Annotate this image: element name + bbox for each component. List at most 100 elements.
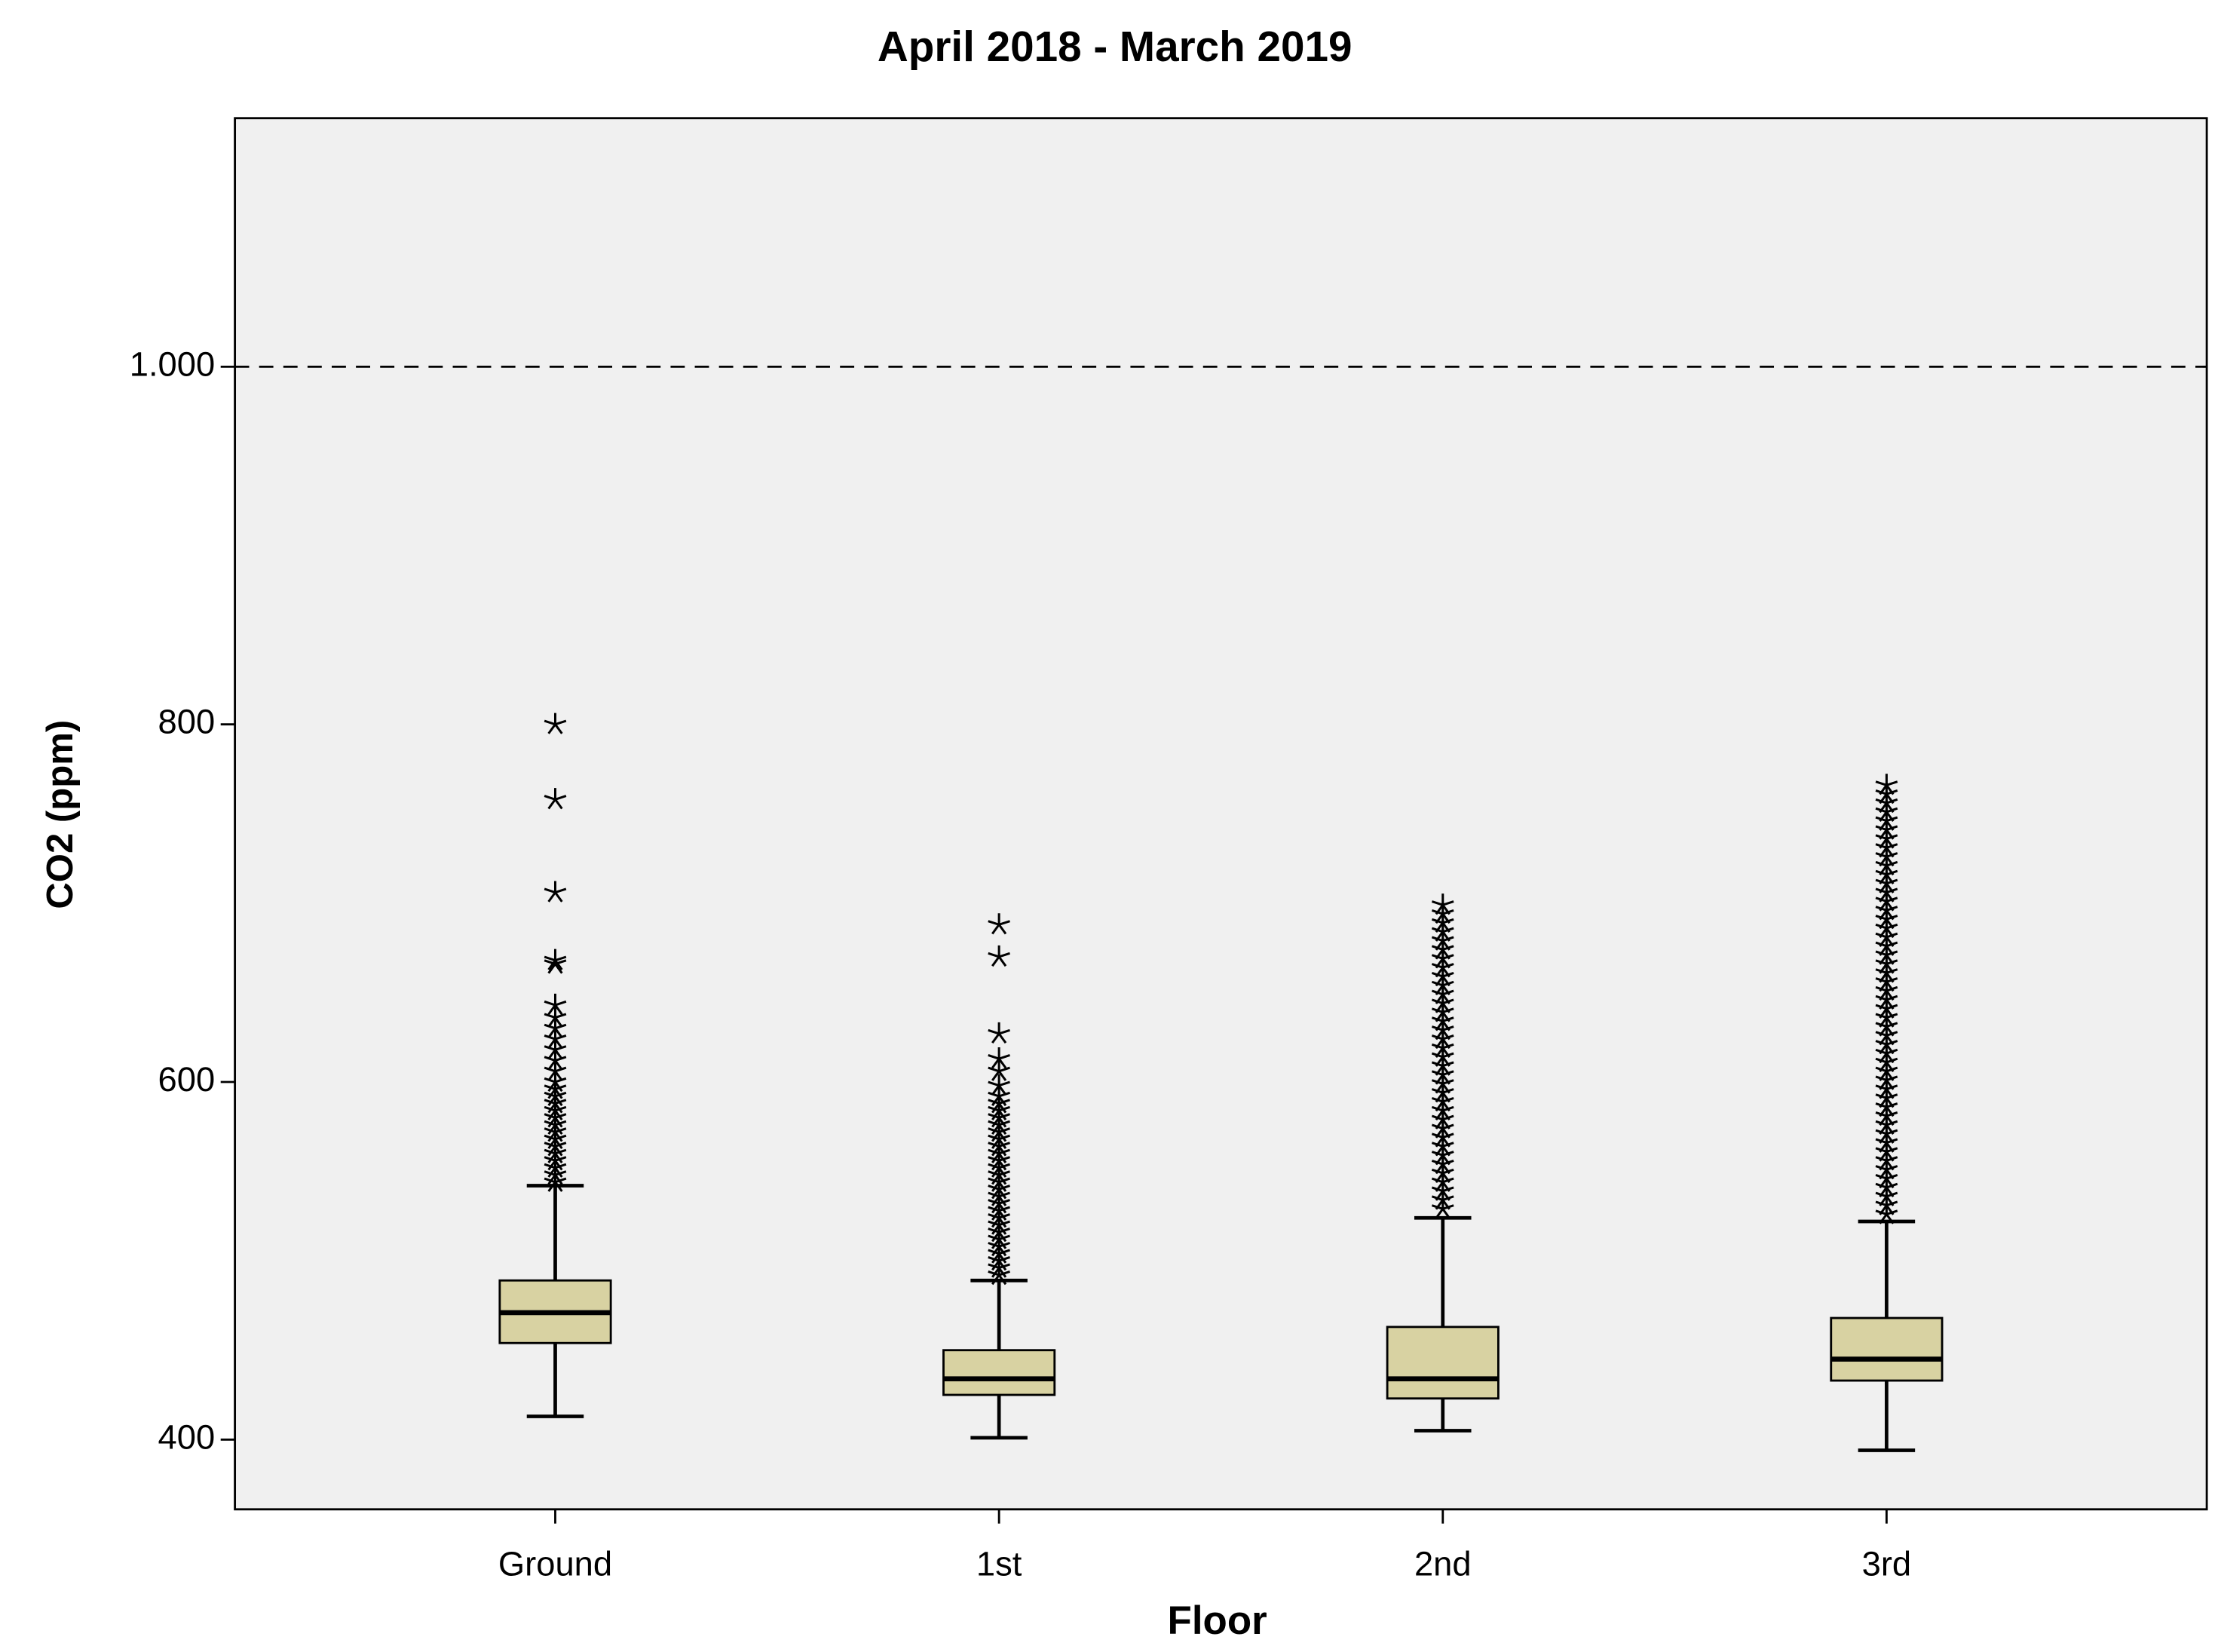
outlier — [988, 1074, 1010, 1096]
outlier — [988, 1249, 1010, 1271]
outlier — [1431, 1117, 1454, 1139]
outlier — [1431, 1161, 1454, 1184]
outlier — [988, 1084, 1010, 1107]
outlier — [1431, 1001, 1454, 1022]
outlier — [988, 1256, 1010, 1278]
outlier — [988, 1163, 1010, 1185]
y-tick-label: 1.000 — [130, 345, 215, 383]
outlier — [1431, 1170, 1454, 1192]
outlier — [1875, 1140, 1898, 1162]
outlier — [544, 1135, 567, 1157]
outlier — [988, 1022, 1010, 1044]
outlier — [988, 1178, 1010, 1200]
outlier — [1875, 818, 1898, 840]
outlier — [1875, 890, 1898, 912]
outlier — [544, 788, 567, 810]
outlier — [1431, 964, 1454, 987]
outlier — [988, 1185, 1010, 1206]
outlier — [1875, 997, 1898, 1019]
y-tick-label: 800 — [158, 703, 216, 741]
outlier — [988, 1206, 1010, 1228]
outlier — [1431, 1045, 1454, 1067]
outlier — [1875, 961, 1898, 983]
outlier — [1875, 1033, 1898, 1055]
outlier — [1431, 911, 1454, 933]
outlier — [988, 1113, 1010, 1136]
outlier — [1875, 899, 1898, 921]
outlier — [1875, 1006, 1898, 1028]
outlier — [1875, 845, 1898, 867]
outlier — [544, 1092, 567, 1114]
outlier — [1875, 1068, 1898, 1090]
outlier — [544, 1059, 567, 1081]
outlier — [1431, 1197, 1454, 1219]
outlier — [1875, 863, 1898, 885]
outlier — [988, 1047, 1010, 1069]
outlier — [544, 1120, 567, 1142]
outlier — [1431, 938, 1454, 960]
outlier — [1875, 1024, 1898, 1046]
outlier — [988, 1199, 1010, 1221]
outlier — [1431, 902, 1454, 924]
outlier — [1431, 1036, 1454, 1059]
outlier — [1875, 1087, 1898, 1108]
outlier — [1431, 1152, 1454, 1175]
outlier — [988, 1170, 1010, 1192]
outlier — [1875, 1185, 1898, 1206]
outlier — [988, 1228, 1010, 1249]
chart-title: April 2018 - March 2019 — [878, 23, 1353, 71]
outlier — [1431, 1072, 1454, 1094]
outlier — [1875, 908, 1898, 930]
outlier — [988, 1142, 1010, 1163]
outlier — [988, 1106, 1010, 1128]
outlier — [1875, 854, 1898, 876]
box-group — [498, 713, 612, 1418]
outlier — [988, 1099, 1010, 1121]
outlier — [1875, 1015, 1898, 1037]
outlier — [1431, 1019, 1454, 1041]
outlier — [544, 1142, 567, 1163]
x-tick-label: 3rd — [1862, 1544, 1911, 1583]
outlier — [544, 1099, 567, 1121]
outlier — [544, 1163, 567, 1185]
box-group — [942, 913, 1056, 1440]
outlier — [1431, 956, 1454, 978]
box-group — [1386, 893, 1500, 1433]
box — [1386, 1326, 1500, 1400]
outlier — [1875, 934, 1898, 956]
outlier — [1875, 1113, 1898, 1136]
outlier — [1431, 1179, 1454, 1201]
outlier — [1875, 943, 1898, 965]
outlier — [544, 1016, 567, 1038]
outlier — [1431, 1090, 1454, 1112]
outlier — [1431, 1144, 1454, 1166]
outlier — [988, 913, 1010, 935]
outlier — [1875, 1149, 1898, 1171]
outlier — [988, 1135, 1010, 1157]
outlier — [544, 881, 567, 903]
outlier — [1875, 1077, 1898, 1099]
outlier — [1431, 920, 1454, 942]
outlier — [544, 1156, 567, 1178]
outlier — [988, 1149, 1010, 1171]
outlier — [1875, 1175, 1898, 1198]
outlier — [988, 1120, 1010, 1142]
outlier — [1875, 1122, 1898, 1144]
outlier — [1875, 1059, 1898, 1081]
outlier — [1431, 1063, 1454, 1085]
outlier — [988, 1092, 1010, 1114]
outlier — [1875, 800, 1898, 823]
outlier — [1875, 916, 1898, 939]
outlier — [544, 993, 567, 1016]
outlier — [1431, 973, 1454, 996]
outlier — [1875, 809, 1898, 831]
outlier — [1875, 988, 1898, 1010]
outlier — [988, 1127, 1010, 1149]
outlier — [1875, 1096, 1898, 1117]
outlier — [1431, 1135, 1454, 1157]
outlier — [1431, 1010, 1454, 1031]
outlier — [1875, 827, 1898, 849]
outlier — [1875, 1041, 1898, 1064]
outlier — [1431, 947, 1454, 969]
